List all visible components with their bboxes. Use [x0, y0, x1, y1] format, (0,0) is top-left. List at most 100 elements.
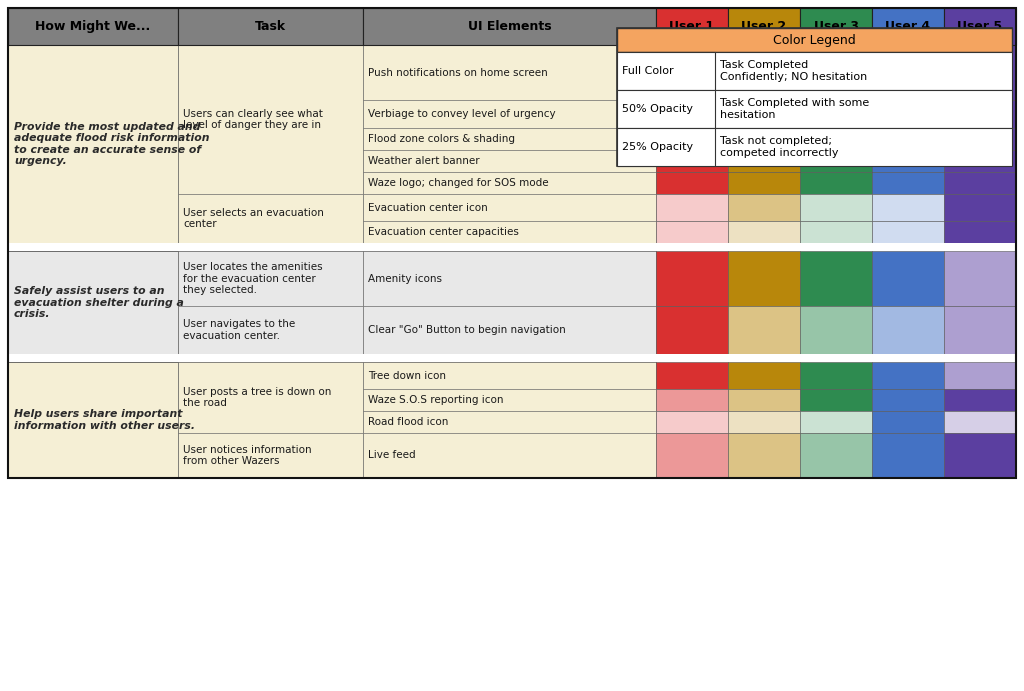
Bar	[8, 243, 1016, 251]
Text: User 3: User 3	[813, 20, 858, 33]
Bar	[178, 433, 362, 478]
Bar	[800, 100, 872, 128]
Text: Task: Task	[255, 20, 286, 33]
Bar	[362, 389, 656, 411]
Bar	[728, 221, 800, 243]
Bar	[656, 172, 728, 194]
Text: User locates the amenities
for the evacuation center
they selected.: User locates the amenities for the evacu…	[183, 262, 323, 295]
Bar	[178, 251, 362, 354]
Text: User 4: User 4	[886, 20, 931, 33]
Bar	[800, 8, 872, 45]
Bar	[362, 411, 656, 433]
Bar	[362, 433, 656, 478]
Bar	[800, 433, 872, 478]
Bar	[656, 194, 728, 221]
Text: How Might We...: How Might We...	[36, 20, 151, 33]
Bar	[872, 306, 944, 354]
Text: Road flood icon: Road flood icon	[368, 417, 449, 427]
Bar	[944, 194, 1016, 221]
Text: Evacuation center icon: Evacuation center icon	[368, 202, 487, 213]
Bar	[362, 251, 656, 354]
Bar	[617, 90, 1012, 128]
Bar	[800, 411, 872, 433]
Bar	[617, 28, 1012, 52]
Bar	[944, 411, 1016, 433]
Text: User navigates to the
evacuation center.: User navigates to the evacuation center.	[183, 319, 295, 341]
Bar	[728, 8, 800, 45]
Text: Clear "Go" Button to begin navigation: Clear "Go" Button to begin navigation	[368, 325, 565, 335]
Bar	[800, 172, 872, 194]
Text: Task Completed with some
hesitation: Task Completed with some hesitation	[720, 98, 869, 120]
Bar	[362, 100, 656, 128]
Text: UI Elements: UI Elements	[468, 20, 551, 33]
Bar	[362, 194, 656, 221]
Bar	[728, 150, 800, 172]
Bar	[362, 45, 656, 100]
Bar	[178, 362, 362, 433]
Bar	[728, 306, 800, 354]
Bar	[656, 150, 728, 172]
Text: 25% Opacity: 25% Opacity	[622, 142, 693, 152]
Text: User posts a tree is down on
the road: User posts a tree is down on the road	[183, 387, 332, 408]
Bar	[872, 411, 944, 433]
Bar	[728, 411, 800, 433]
Bar	[944, 221, 1016, 243]
Bar	[728, 100, 800, 128]
Bar	[8, 45, 178, 243]
Bar	[617, 90, 715, 128]
Bar	[8, 251, 178, 354]
Bar	[728, 128, 800, 150]
Bar	[656, 362, 728, 389]
Bar	[656, 45, 728, 100]
Bar	[872, 251, 944, 306]
Bar	[656, 128, 728, 150]
Bar	[362, 172, 656, 194]
Bar	[362, 150, 656, 172]
Bar	[872, 362, 944, 389]
Text: Amenity icons: Amenity icons	[368, 274, 442, 283]
Bar	[656, 251, 728, 306]
Bar	[617, 128, 1012, 166]
Bar	[8, 8, 1016, 478]
Bar	[178, 362, 362, 478]
Text: Full Color: Full Color	[622, 66, 674, 76]
Text: Tree down icon: Tree down icon	[368, 370, 446, 381]
Bar	[728, 251, 800, 306]
Text: Help users share important
information with other users.: Help users share important information w…	[14, 409, 195, 430]
Bar	[617, 128, 715, 166]
Bar	[656, 100, 728, 128]
Bar	[872, 172, 944, 194]
Text: Users can clearly see what
level of danger they are in: Users can clearly see what level of dang…	[183, 108, 323, 131]
Bar	[800, 194, 872, 221]
Bar	[178, 45, 362, 243]
Bar	[178, 194, 362, 243]
Bar	[944, 128, 1016, 150]
Bar	[944, 45, 1016, 100]
Bar	[656, 8, 728, 45]
Bar	[728, 45, 800, 100]
Text: Push notifications on home screen: Push notifications on home screen	[368, 68, 548, 77]
Bar	[8, 354, 1016, 362]
Text: Color Legend: Color Legend	[773, 33, 856, 46]
Bar	[8, 362, 178, 478]
Bar	[872, 389, 944, 411]
Text: Evacuation center capacities: Evacuation center capacities	[368, 227, 519, 237]
Text: Waze logo; changed for SOS mode: Waze logo; changed for SOS mode	[368, 178, 549, 188]
Bar	[944, 150, 1016, 172]
Text: User 2: User 2	[741, 20, 786, 33]
Bar	[656, 433, 728, 478]
Text: User 1: User 1	[670, 20, 715, 33]
Bar	[944, 389, 1016, 411]
Bar	[800, 221, 872, 243]
Bar	[656, 306, 728, 354]
Bar	[617, 52, 715, 90]
Bar	[800, 45, 872, 100]
Bar	[800, 389, 872, 411]
Text: User notices information
from other Wazers: User notices information from other Waze…	[183, 445, 311, 466]
Bar	[872, 100, 944, 128]
Bar	[944, 8, 1016, 45]
Bar	[178, 8, 362, 45]
Text: Flood zone colors & shading: Flood zone colors & shading	[368, 134, 515, 144]
Bar	[800, 362, 872, 389]
Bar	[872, 433, 944, 478]
